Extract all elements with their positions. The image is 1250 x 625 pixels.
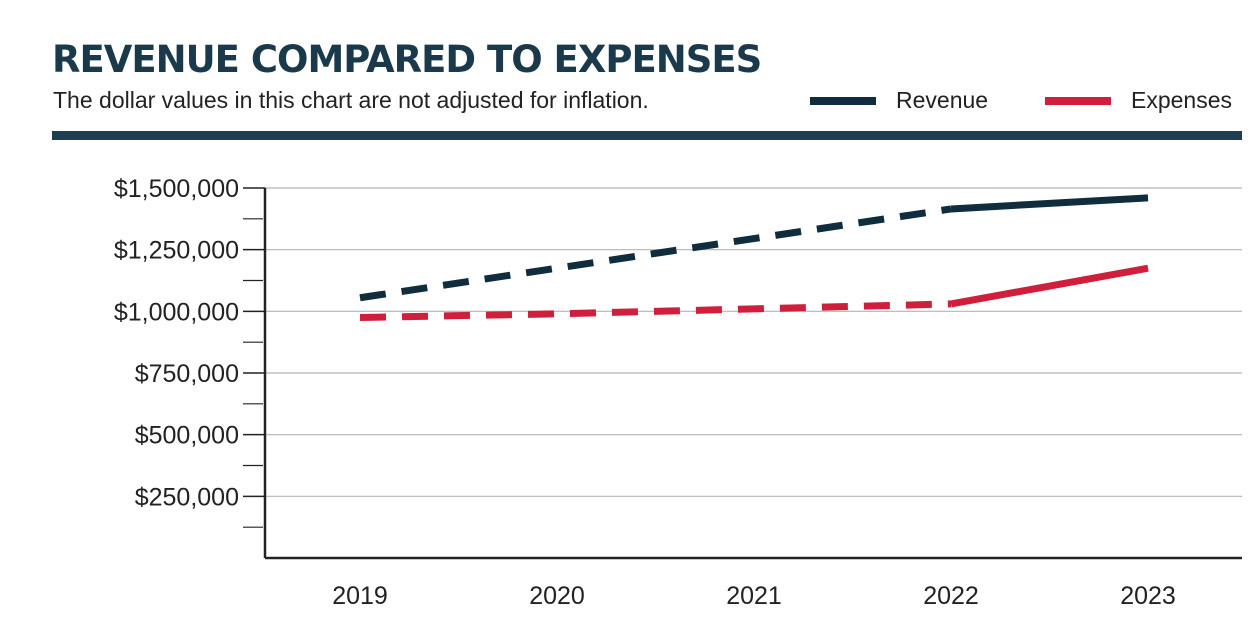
legend-swatch-expenses [1045,96,1111,105]
series-line-revenue-dashed [359,205,952,302]
legend-item-revenue: Revenue [810,87,988,114]
y-tick-label: $1,000,000 [114,298,239,326]
legend-label-revenue: Revenue [896,87,989,113]
series-line-revenue-solid [950,194,1149,213]
x-tick-label: 2021 [726,582,782,610]
x-tick-label: 2020 [529,582,585,610]
x-tick-label: 2023 [1120,582,1176,610]
y-tick-label: $1,250,000 [114,237,239,265]
series-line-expenses-dashed [359,300,952,321]
y-tick-label: $250,000 [135,483,239,511]
legend-swatch-revenue [810,96,876,105]
legend-label-expenses: Expenses [1131,87,1233,113]
legend-item-expenses: Expenses [1045,87,1232,114]
y-tick-label: $1,500,000 [114,175,239,203]
y-tick-label: $500,000 [135,422,239,450]
y-tick-label: $750,000 [135,360,239,388]
chart-subtitle: The dollar values in this chart are not … [53,87,649,113]
x-tick-label: 2022 [923,582,979,610]
header-rule [52,131,1242,140]
x-tick-label: 2019 [332,582,388,610]
series-line-expenses-solid [950,264,1149,308]
chart-title: REVENUE COMPARED TO EXPENSES [52,38,762,81]
